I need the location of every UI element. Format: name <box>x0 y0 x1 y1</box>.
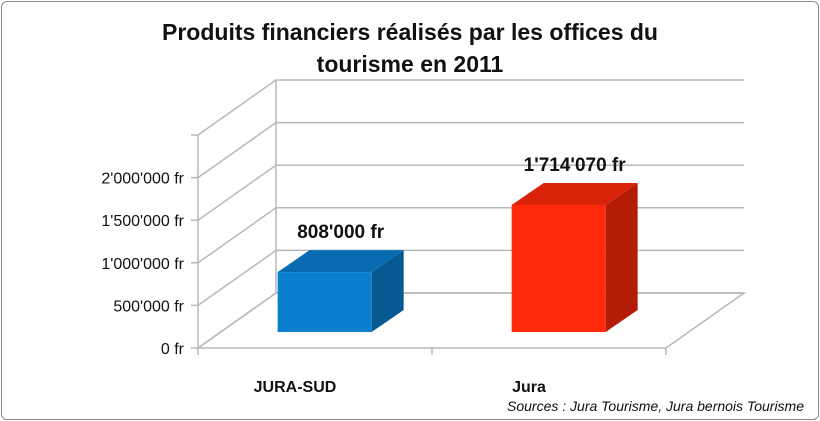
y-tick-label: 1'000'000 fr <box>101 256 184 273</box>
data-label: 808'000 fr <box>297 222 385 243</box>
source-note: Sources : Jura Tourisme, Jura bernois To… <box>507 398 804 414</box>
bar-top <box>277 250 404 273</box>
y-tick-label: 500'000 fr <box>113 298 184 315</box>
gridline <box>197 207 744 264</box>
gridline <box>197 164 744 221</box>
category-label: Jura <box>512 379 546 396</box>
bar-side <box>605 182 638 332</box>
y-tick-label: 1'500'000 fr <box>101 213 184 230</box>
chart-title-line-2: tourisme en 2011 <box>316 51 504 77</box>
bar-front <box>277 272 372 332</box>
data-label: 1'714'070 fr <box>524 155 627 176</box>
data-labels: 808'000 fr 1'714'070 fr <box>297 155 626 243</box>
y-tick-label: 0 fr <box>161 341 185 358</box>
bars <box>277 182 638 332</box>
chart-title-line-1: Produits financiers réalisés par les off… <box>162 19 658 45</box>
chart-title: Produits financiers réalisés par les off… <box>2 16 818 80</box>
gridlines <box>191 79 744 355</box>
bar-jura-sud <box>277 250 404 332</box>
gridline <box>197 121 744 179</box>
bar-jura <box>511 182 638 332</box>
gridline <box>197 79 744 136</box>
bar-top <box>511 182 638 205</box>
category-label: JURA-SUD <box>254 379 337 396</box>
bar-front <box>511 204 606 332</box>
bar-side <box>371 250 404 332</box>
y-axis-tick-labels: 0 fr 500'000 fr 1'000'000 fr 1'500'000 fr 2'… <box>101 171 184 358</box>
category-labels: JURA-SUD Jura <box>254 379 546 396</box>
y-tick-label: 2'000'000 fr <box>101 171 184 188</box>
